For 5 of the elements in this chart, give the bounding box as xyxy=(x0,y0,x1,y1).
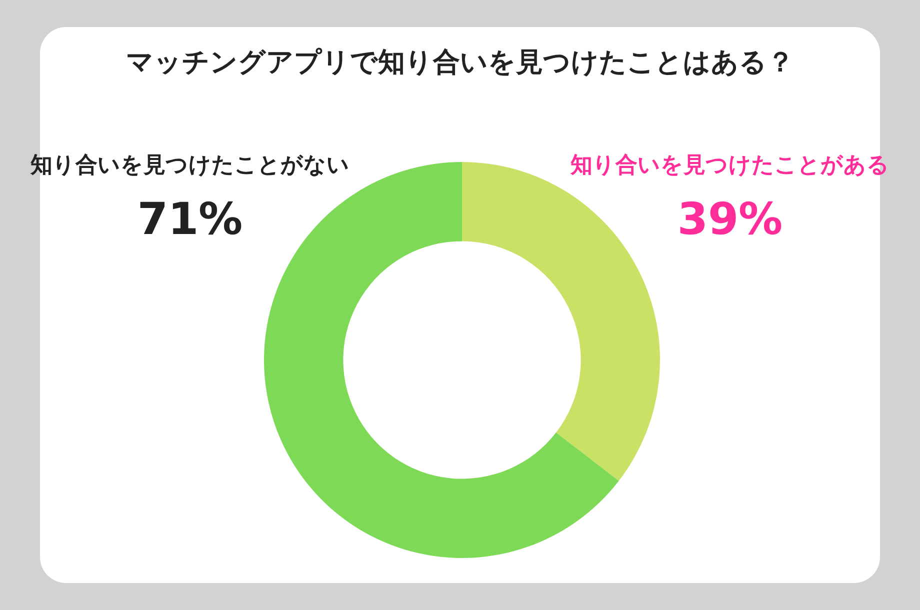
chart-title: マッチングアプリで知り合いを見つけたことはある？ xyxy=(125,46,795,80)
data-label: 71% xyxy=(136,193,244,247)
data-label: 39% xyxy=(676,193,784,247)
slice-label: 知り合いを見つけたことがない xyxy=(29,152,350,180)
slice-label: 知り合いを見つけたことがある xyxy=(569,152,890,180)
